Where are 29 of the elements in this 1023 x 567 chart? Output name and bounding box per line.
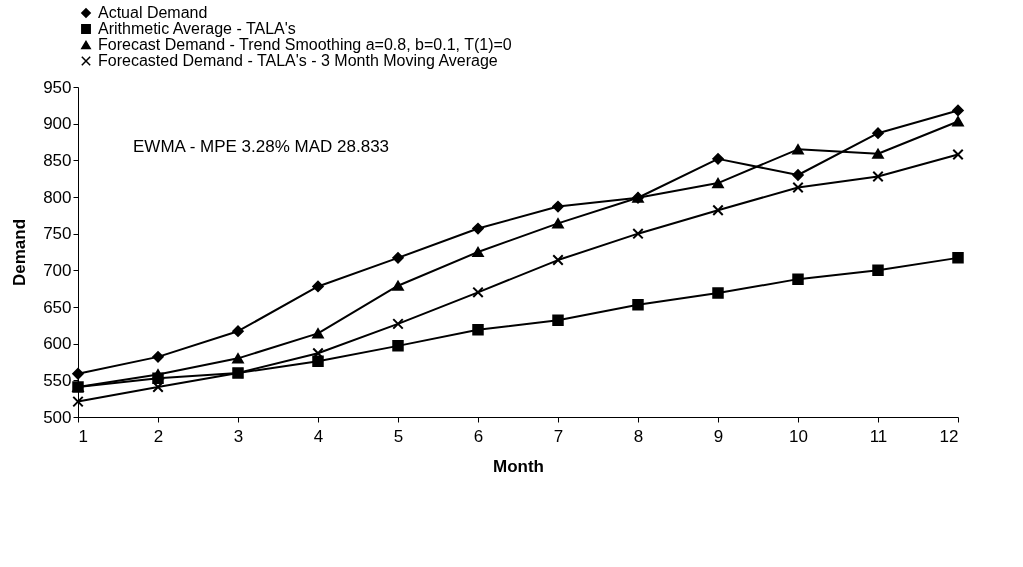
x-tick-label: 4 <box>313 426 324 446</box>
y-tick-label: 800 <box>43 187 72 207</box>
y-tick-label: 500 <box>43 407 72 427</box>
x-tick-label: 2 <box>153 426 164 446</box>
x-tick-label: 12 <box>939 426 959 446</box>
y-tick-label: 750 <box>43 224 72 244</box>
annotation: EWMA - MPE 3.28% MAD 28.833 <box>133 137 390 156</box>
y-tick-label: 850 <box>43 150 72 170</box>
x-tick-label: 7 <box>553 426 564 446</box>
y-tick-label: 900 <box>43 114 72 134</box>
legend-label: Forecasted Demand - TALA's - 3 Month Moving Average <box>98 52 498 69</box>
legend-label: Arithmetic Average - TALA's <box>98 20 296 37</box>
legend-label: Actual Demand <box>98 4 208 21</box>
y-tick-label: 950 <box>43 77 72 97</box>
legend-label: Forecast Demand - Trend Smoothing a=0.8, b=0.1, T(1)=0 <box>98 36 512 53</box>
x-tick-label: 11 <box>869 426 888 446</box>
x-tick-label: 3 <box>233 426 244 446</box>
y-tick-label: 700 <box>43 260 72 280</box>
x-tick-label: 6 <box>473 426 484 446</box>
x-tick-label: 8 <box>633 426 644 446</box>
y-tick-label: 600 <box>43 334 72 354</box>
y-tick-label: 650 <box>43 297 72 317</box>
x-tick-label: 10 <box>789 426 808 446</box>
x-tick-label: 1 <box>78 426 88 446</box>
y-axis-title: Demand <box>10 218 30 287</box>
y-tick-label: 550 <box>43 370 72 390</box>
x-axis-title: Month <box>493 456 544 476</box>
x-tick-label: 5 <box>393 426 404 446</box>
x-tick-label: 9 <box>713 426 724 446</box>
